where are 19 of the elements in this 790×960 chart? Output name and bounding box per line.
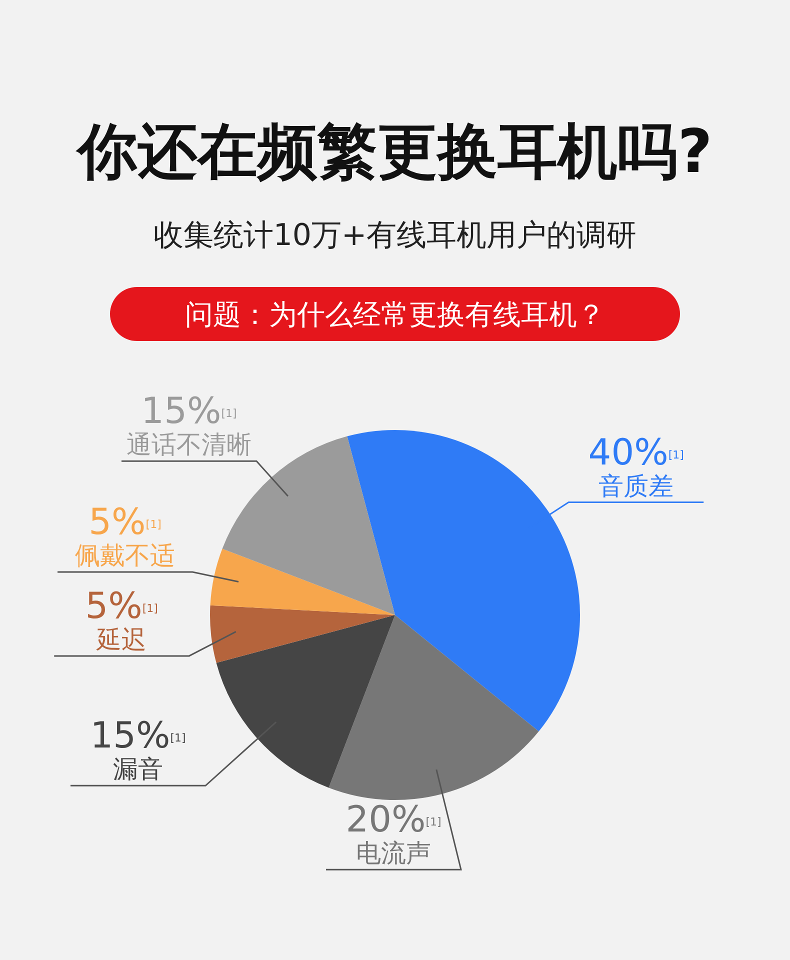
- chart-subtitle: 收集统计10万+有线耳机用户的调研: [153, 218, 637, 253]
- data-label: 40%$^{[1]}$: [588, 432, 684, 474]
- data-label: 5%$^{[1]}$: [85, 586, 158, 627]
- slice-label: 音质差: [598, 471, 674, 500]
- slice-label: 漏音: [113, 754, 163, 784]
- chart-title: 你还在频繁更换耳机吗?: [76, 117, 712, 187]
- pie-slice: [210, 548, 395, 615]
- slice-label: 佩戴不适: [75, 540, 176, 570]
- slice-label: 延迟: [96, 624, 147, 654]
- data-label: 5%$^{[1]}$: [88, 502, 162, 543]
- text: 问题：为什么经常更换有线耳机？: [185, 298, 605, 331]
- slice-label: 电流声: [356, 838, 431, 868]
- slice-label: 通话不清晰: [126, 430, 252, 460]
- data-label: 20%$^{[1]}$: [346, 800, 442, 841]
- data-label: 15%$^{[1]}$: [90, 716, 186, 757]
- pie-slice: [216, 615, 395, 788]
- pie-slice: [328, 615, 539, 800]
- pie-slice: [210, 605, 395, 663]
- data-label: 15%$^{[1]}$: [141, 391, 237, 432]
